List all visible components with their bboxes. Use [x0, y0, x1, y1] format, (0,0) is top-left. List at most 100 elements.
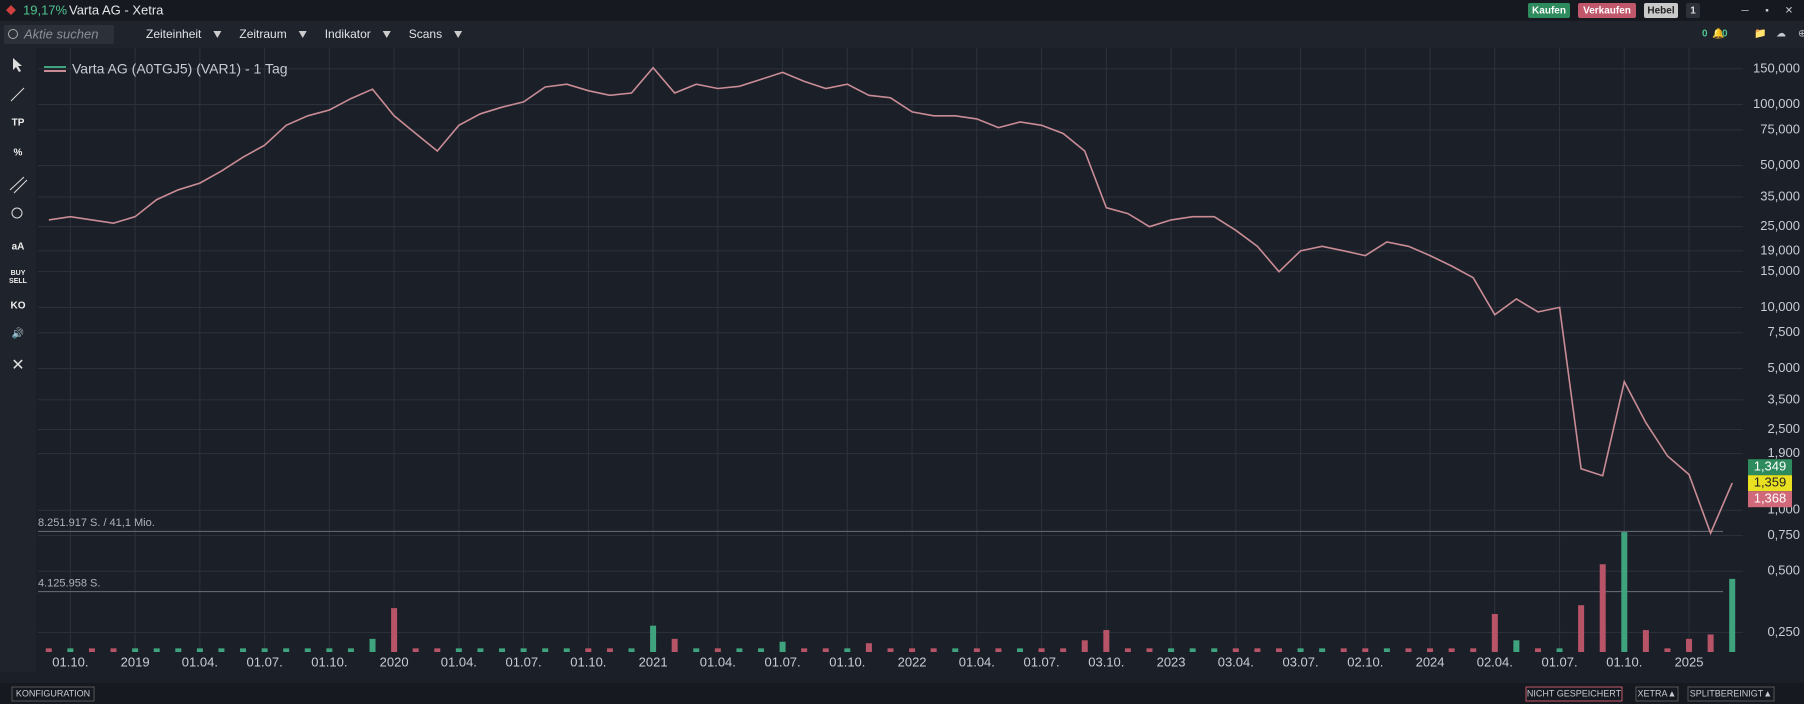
toolbar-icon[interactable]: ☁	[1776, 29, 1786, 40]
button-label[interactable]: 1	[1690, 6, 1696, 17]
menu[interactable]: Indikator	[325, 27, 371, 41]
toolbar-icon[interactable]: ⊕	[1798, 29, 1804, 40]
x-tick-label: 01.07.	[765, 654, 801, 669]
window-control[interactable]: ▪	[1765, 6, 1769, 17]
tool-sound[interactable]: 🔊	[12, 327, 24, 340]
tool-line[interactable]	[10, 87, 25, 102]
volume-bar	[1168, 648, 1175, 652]
status-button[interactable]	[1525, 686, 1623, 702]
volume-bar	[542, 648, 549, 652]
volume-bar	[1491, 613, 1498, 652]
button-label[interactable]: Kaufen	[1532, 6, 1566, 17]
status-button[interactable]	[1687, 686, 1775, 702]
x-tick-label: 02.04.	[1477, 654, 1513, 669]
x-tick-label: 01.10.	[1606, 654, 1642, 669]
volume-bar	[391, 608, 398, 652]
volume-bar	[865, 643, 872, 652]
side-tool[interactable]: SELL	[9, 278, 28, 285]
volume-bar	[455, 648, 462, 652]
volume-bar	[110, 648, 117, 652]
volume-bar	[628, 648, 635, 652]
button[interactable]	[1644, 3, 1678, 18]
tool-close[interactable]: ✕	[11, 357, 24, 374]
volume-bar	[304, 648, 311, 652]
tool-channel[interactable]	[9, 176, 28, 194]
button[interactable]	[1528, 3, 1570, 18]
search-icon	[8, 29, 18, 39]
x-tick-label: 01.04.	[441, 654, 477, 669]
x-tick-label: 03.07.	[1282, 654, 1318, 669]
search-box[interactable]	[4, 25, 114, 44]
button-label[interactable]: Hebel	[1647, 6, 1674, 17]
status-button[interactable]	[11, 686, 95, 702]
x-tick-label: 03.10.	[1088, 654, 1124, 669]
volume-bar	[88, 648, 95, 652]
menu[interactable]: Zeiteinheit	[146, 27, 202, 41]
side-tool[interactable]: TP	[12, 118, 25, 129]
volume-bar	[952, 648, 959, 652]
side-toolbar	[0, 48, 36, 672]
toolbar-icon[interactable]: 📁	[1754, 29, 1766, 40]
volume-bar	[1340, 648, 1347, 652]
side-tool[interactable]: aA	[12, 242, 25, 253]
tool-zoom[interactable]	[11, 207, 23, 219]
tool-percent[interactable]: %	[14, 148, 23, 159]
volume-bar	[1729, 578, 1736, 652]
menu[interactable]: Scans	[409, 27, 442, 41]
y-tick-label: 0,250	[1767, 624, 1800, 639]
volume-bar	[995, 648, 1002, 652]
volume-level-label: 8.251.917 S. / 41,1 Mio.	[38, 517, 155, 529]
volume-bar	[45, 648, 52, 652]
side-tool[interactable]: KO	[11, 301, 26, 312]
x-tick-label: 01.10.	[829, 654, 865, 669]
volume-bar	[1642, 630, 1649, 652]
volume-bar	[218, 648, 225, 652]
status-label[interactable]: SPLITBEREINIGT▲	[1690, 688, 1772, 698]
menu-arrow	[213, 31, 222, 38]
volume-bar	[1513, 640, 1520, 652]
menu[interactable]: Zeitraum	[239, 27, 286, 41]
y-tick-label: 35,000	[1760, 188, 1800, 203]
x-tick-label: 01.07.	[1023, 654, 1059, 669]
volume-bar	[909, 648, 916, 652]
status-label[interactable]: NICHT GESPEICHERT	[1527, 688, 1622, 698]
volume-bar	[499, 648, 506, 652]
volume-bar	[477, 648, 484, 652]
side-tool[interactable]: BUY	[11, 270, 26, 277]
button[interactable]	[1578, 3, 1636, 18]
volume-bar	[973, 648, 980, 652]
volume-bar	[1211, 648, 1218, 652]
volume-bar	[1427, 648, 1434, 652]
volume-bar	[606, 648, 613, 652]
volume-bar	[1254, 648, 1261, 652]
menu-arrow	[382, 31, 391, 38]
alert-count: 0	[1722, 29, 1728, 40]
y-tick-label: 75,000	[1760, 121, 1800, 136]
tool-cursor[interactable]	[13, 58, 22, 72]
button-label[interactable]: Verkaufen	[1583, 6, 1631, 17]
x-tick-label: 03.04.	[1218, 654, 1254, 669]
app-icon: ◆	[6, 1, 16, 16]
volume-bar	[801, 648, 808, 652]
y-tick-label: 100,000	[1753, 96, 1800, 111]
window-control[interactable]: ─	[1740, 6, 1749, 17]
x-tick-label: 01.10.	[570, 654, 606, 669]
search-placeholder[interactable]: Aktie suchen	[23, 26, 98, 41]
x-tick-label: 2019	[121, 654, 150, 669]
status-label[interactable]: XETRA▲	[1638, 688, 1677, 698]
volume-bar	[1556, 648, 1563, 652]
window-control[interactable]: ✕	[1785, 6, 1793, 17]
volume-bar	[844, 648, 851, 652]
volume-bar	[758, 648, 765, 652]
volume-bar	[1621, 532, 1628, 652]
volume-bar	[1686, 638, 1693, 652]
button[interactable]	[1686, 3, 1700, 18]
volume-bar	[1275, 648, 1282, 652]
toolbar-icon[interactable]: 🔔	[1712, 28, 1724, 40]
x-tick-label: 2020	[380, 654, 409, 669]
volume-bar	[671, 638, 678, 652]
y-tick-label: 150,000	[1753, 60, 1800, 75]
status-label[interactable]: KONFIGURATION	[16, 688, 90, 698]
status-button[interactable]	[1635, 686, 1679, 702]
volume-bar	[326, 648, 333, 652]
